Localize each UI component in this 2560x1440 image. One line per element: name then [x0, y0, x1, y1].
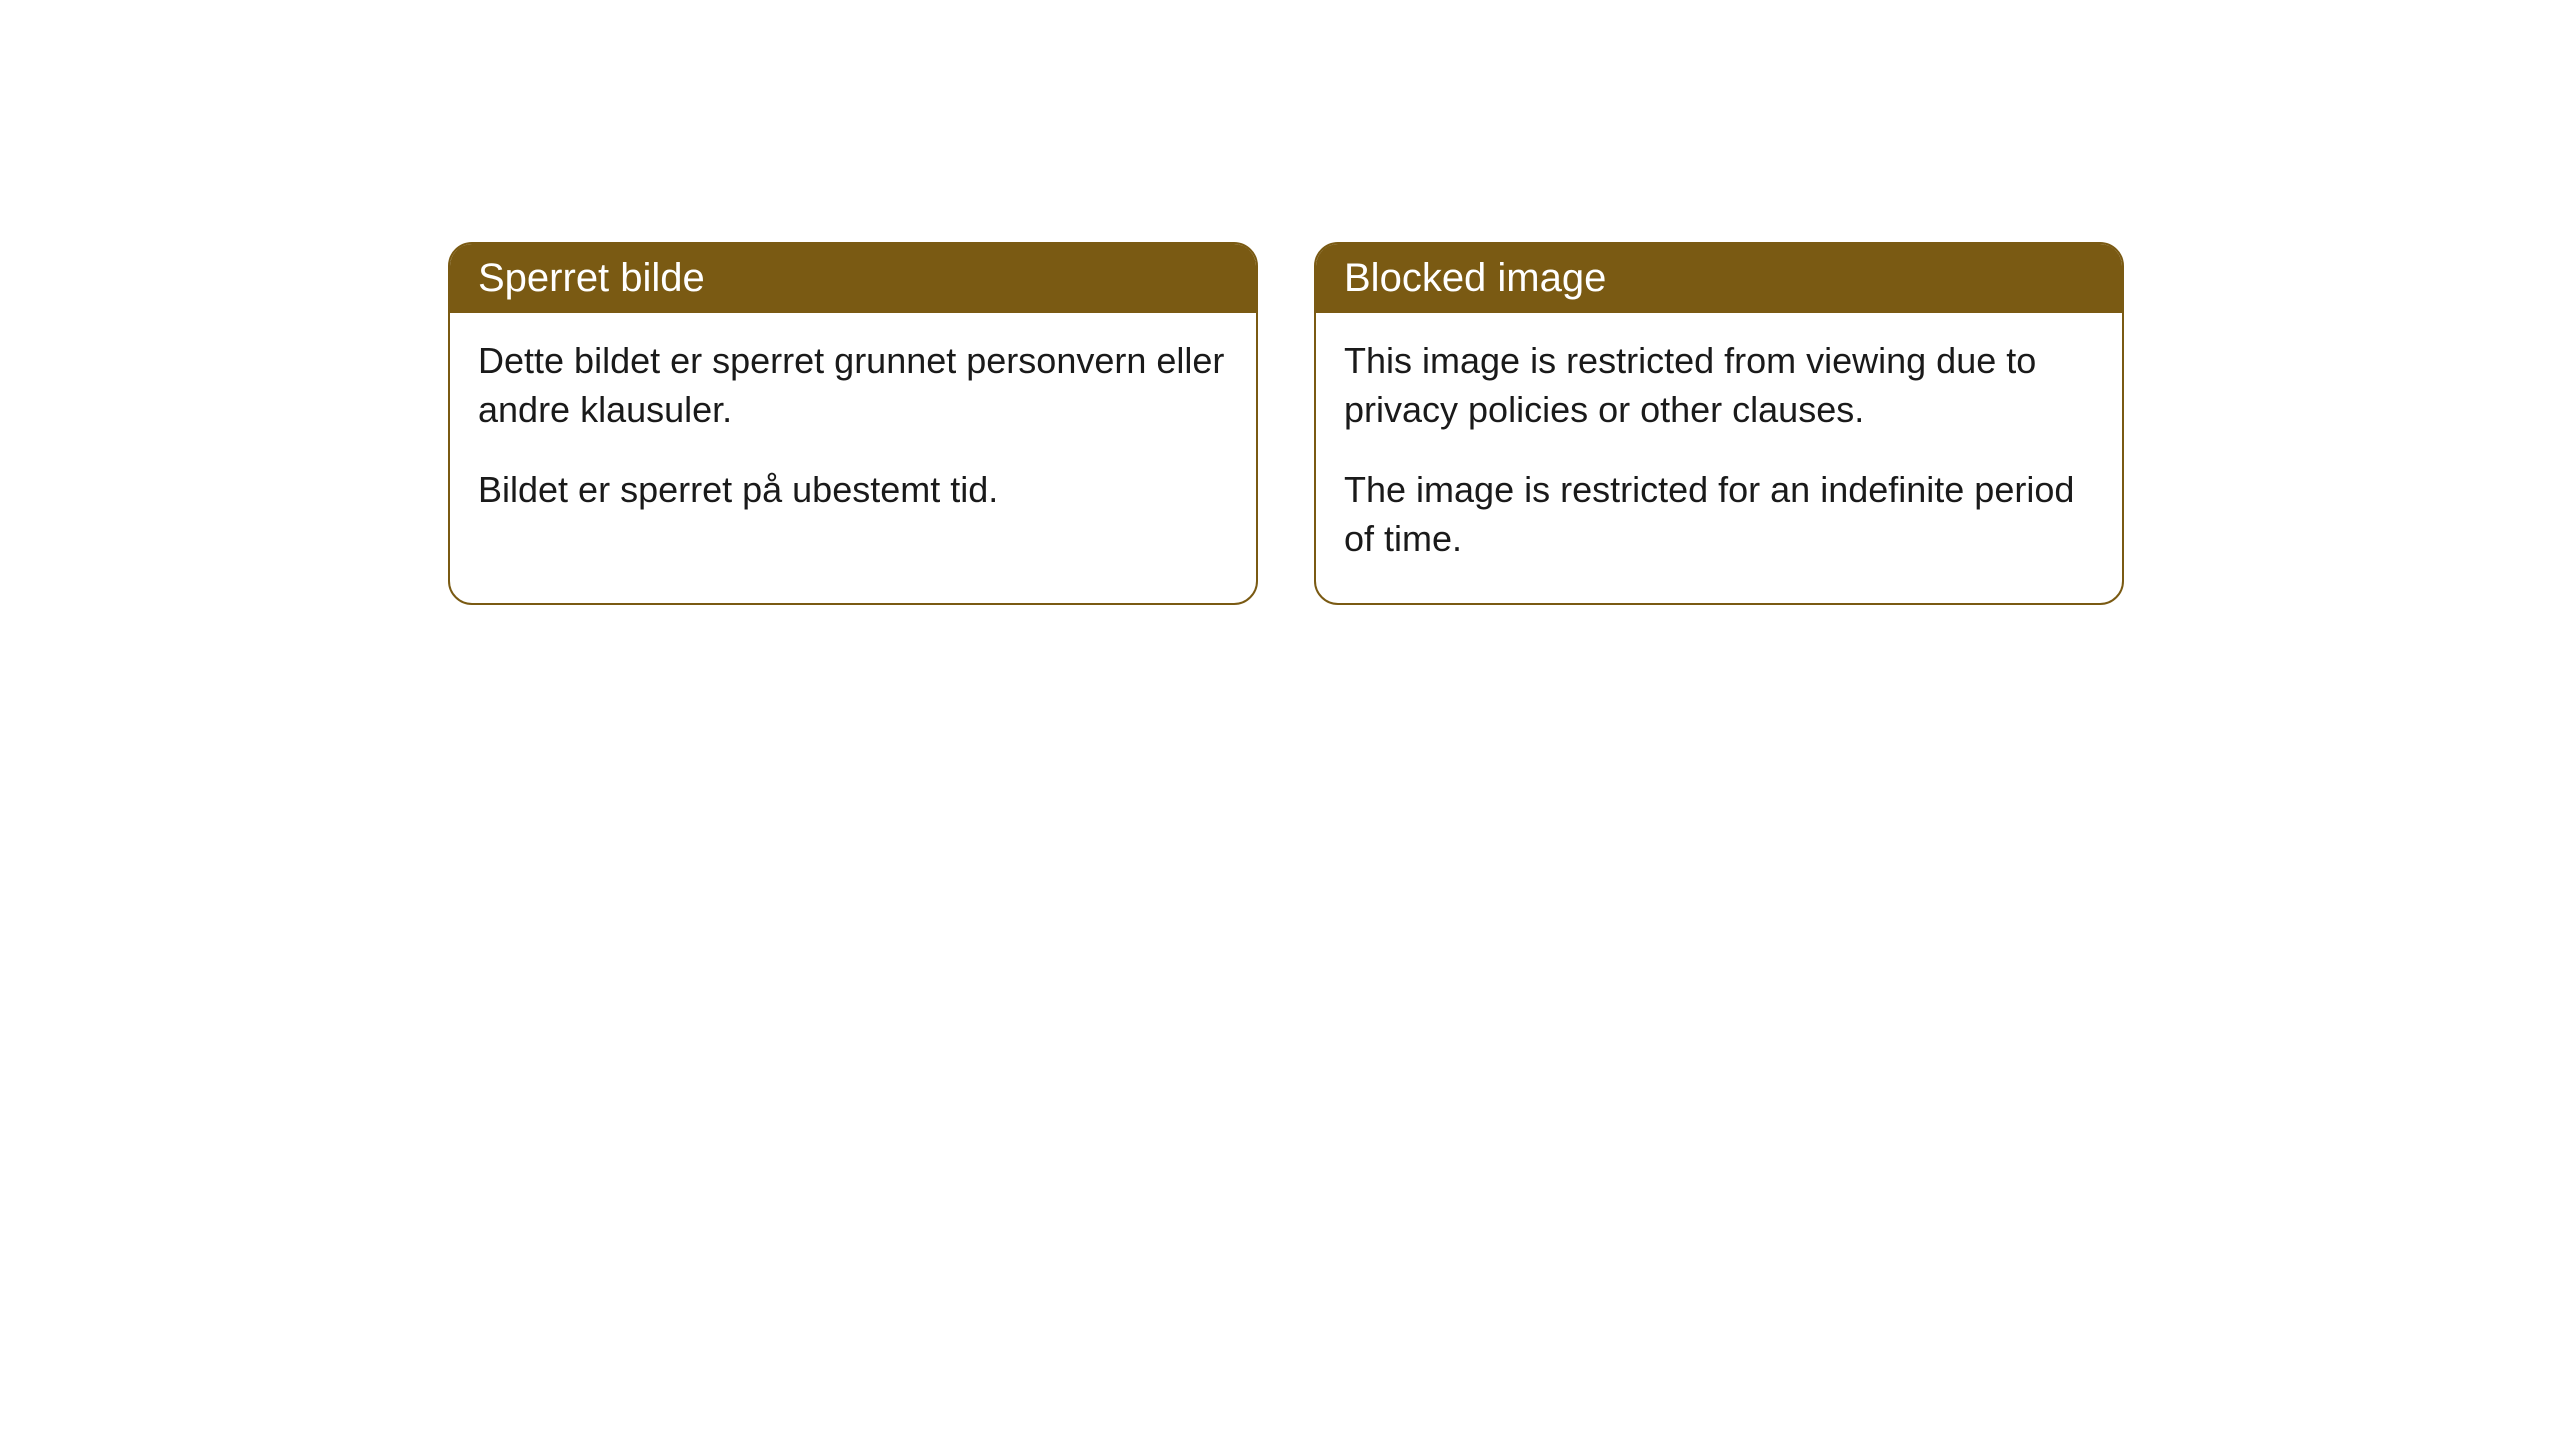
card-title: Blocked image — [1344, 256, 1606, 300]
card-header: Sperret bilde — [450, 244, 1256, 313]
notice-card-norwegian: Sperret bilde Dette bildet er sperret gr… — [448, 242, 1258, 605]
card-paragraph: Bildet er sperret på ubestemt tid. — [478, 466, 1228, 515]
card-paragraph: Dette bildet er sperret grunnet personve… — [478, 337, 1228, 434]
card-title: Sperret bilde — [478, 256, 705, 300]
notice-container: Sperret bilde Dette bildet er sperret gr… — [448, 242, 2124, 605]
card-header: Blocked image — [1316, 244, 2122, 313]
card-paragraph: This image is restricted from viewing du… — [1344, 337, 2094, 434]
notice-card-english: Blocked image This image is restricted f… — [1314, 242, 2124, 605]
card-body: Dette bildet er sperret grunnet personve… — [450, 313, 1256, 555]
card-paragraph: The image is restricted for an indefinit… — [1344, 466, 2094, 563]
card-body: This image is restricted from viewing du… — [1316, 313, 2122, 603]
